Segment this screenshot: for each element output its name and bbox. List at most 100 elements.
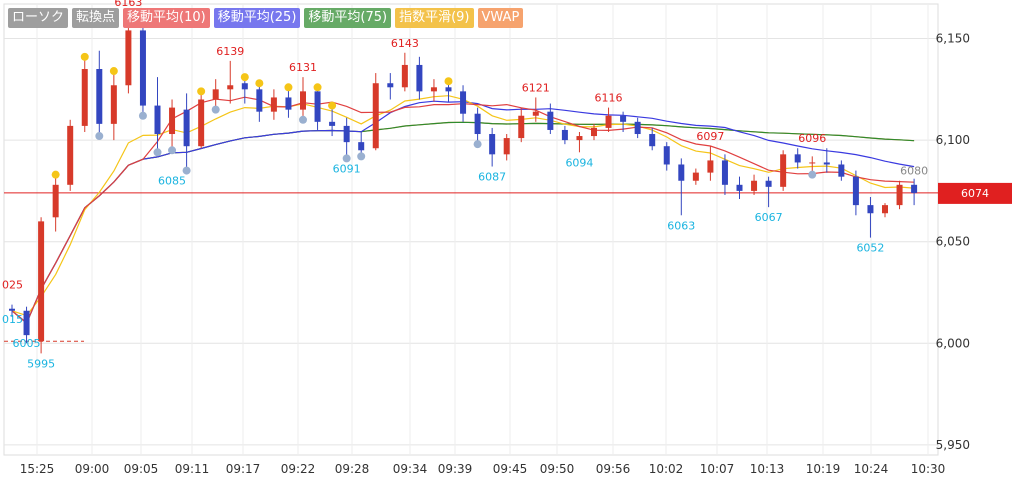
high-price-label: 6096 bbox=[798, 132, 826, 145]
low-price-label: 6087 bbox=[478, 171, 506, 184]
turning-point-dot bbox=[240, 73, 249, 82]
turning-points bbox=[51, 8, 817, 179]
candle-body bbox=[838, 164, 845, 177]
y-tick-label: 5,950 bbox=[936, 438, 970, 452]
candle-body bbox=[212, 89, 219, 100]
candle-body bbox=[780, 154, 787, 187]
candle-body bbox=[489, 134, 496, 155]
x-tick-label: 09:11 bbox=[175, 462, 210, 476]
candle-body bbox=[270, 97, 277, 112]
candle-body bbox=[256, 89, 263, 112]
turning-point-dot bbox=[299, 115, 307, 124]
candle-body bbox=[692, 172, 699, 181]
turning-point-dot bbox=[168, 146, 177, 155]
candle-body bbox=[416, 64, 423, 92]
legend-ma25[interactable]: 移動平均(25) bbox=[213, 8, 301, 28]
candle-body bbox=[518, 115, 525, 139]
x-tick-label: 10:24 bbox=[854, 462, 889, 476]
candle-body bbox=[721, 160, 728, 185]
indicator-lines bbox=[11, 95, 915, 324]
candle-body bbox=[343, 125, 350, 143]
candle-body bbox=[663, 146, 670, 165]
candle-body bbox=[503, 138, 510, 155]
candle-body bbox=[678, 164, 685, 181]
turning-point-dot bbox=[473, 140, 482, 149]
edge-price-label: 015 bbox=[2, 313, 23, 326]
high-price-label: 6143 bbox=[391, 37, 419, 50]
x-tick-label: 10:07 bbox=[700, 462, 735, 476]
legend-ma75[interactable]: 移動平均(75) bbox=[304, 8, 392, 28]
candle-body bbox=[139, 30, 146, 106]
x-tick-label: 09:50 bbox=[540, 462, 575, 476]
candle-body bbox=[474, 113, 481, 135]
candle-body bbox=[605, 115, 612, 128]
candle-body bbox=[649, 134, 656, 147]
legend-vwap[interactable]: VWAP bbox=[477, 8, 524, 28]
x-tick-label: 09:00 bbox=[75, 462, 110, 476]
x-tick-label: 10:19 bbox=[806, 462, 841, 476]
x-tick-label: 10:13 bbox=[750, 462, 785, 476]
turning-point-dot bbox=[255, 79, 264, 88]
low-price-label: 6085 bbox=[158, 175, 186, 188]
x-tick-label: 09:45 bbox=[493, 462, 528, 476]
turning-point-dot bbox=[109, 67, 118, 76]
turning-point-dot bbox=[808, 170, 817, 179]
turning-point-dot bbox=[51, 170, 60, 179]
high-price-label: 6139 bbox=[216, 45, 244, 58]
candle-body bbox=[561, 129, 568, 141]
x-tick-label: 09:34 bbox=[393, 462, 428, 476]
candle-body bbox=[430, 87, 437, 92]
candle-body bbox=[169, 107, 176, 135]
candle-body bbox=[867, 205, 874, 214]
current-price-tag-bg bbox=[938, 182, 1012, 204]
candle-body bbox=[314, 91, 321, 122]
high-price-label: 6131 bbox=[289, 61, 317, 74]
candle-body bbox=[809, 162, 816, 164]
edge-price-label: 025 bbox=[2, 278, 23, 291]
plot-frame bbox=[3, 3, 939, 456]
low-price-label: 6067 bbox=[755, 211, 783, 224]
candle-body bbox=[154, 105, 161, 135]
candle-body bbox=[52, 184, 59, 218]
candle-body bbox=[285, 97, 292, 110]
candle-body bbox=[372, 83, 379, 149]
candle-body bbox=[634, 121, 641, 135]
candle-body bbox=[241, 83, 248, 90]
turning-point-dot bbox=[328, 101, 337, 110]
x-tick-label: 09:05 bbox=[124, 462, 159, 476]
x-tick-label: 09:39 bbox=[438, 462, 473, 476]
turning-point-dot bbox=[80, 52, 89, 61]
candle-body bbox=[125, 30, 132, 86]
legend: ローソク 転換点 移動平均(10) 移動平均(25) 移動平均(75) 指数平滑… bbox=[8, 8, 524, 28]
y-tick-label: 6,000 bbox=[936, 336, 970, 350]
legend-ema9[interactable]: 指数平滑(9) bbox=[395, 8, 474, 28]
low-price-label: 6094 bbox=[565, 156, 593, 169]
y-axis: 6,150 6,100 6,050 6,000 5,950 bbox=[936, 32, 970, 452]
candle-body bbox=[620, 115, 627, 122]
candle-body bbox=[9, 308, 15, 311]
candle-body bbox=[823, 162, 830, 165]
candles bbox=[9, 12, 918, 354]
legend-ma10[interactable]: 移動平均(10) bbox=[123, 8, 210, 28]
candle-body bbox=[198, 99, 205, 147]
candle-body bbox=[547, 111, 554, 130]
x-tick-label: 15:25 bbox=[20, 462, 55, 476]
high-price-label: 6121 bbox=[522, 81, 550, 94]
legend-turning-point[interactable]: 転換点 bbox=[72, 8, 120, 28]
turning-point-dot bbox=[313, 83, 322, 92]
low-price-label: 6052 bbox=[856, 242, 884, 255]
turning-point-dot bbox=[138, 111, 147, 120]
candle-body bbox=[23, 310, 30, 336]
legend-candlestick[interactable]: ローソク bbox=[8, 8, 69, 28]
y-tick-label: 6,100 bbox=[936, 133, 970, 147]
candle-body bbox=[96, 69, 103, 124]
turning-point-dot bbox=[95, 132, 104, 141]
turning-point-dot bbox=[342, 154, 351, 163]
candle-body bbox=[852, 176, 859, 206]
x-tick-label: 09:56 bbox=[596, 462, 631, 476]
ma10-line bbox=[11, 96, 915, 324]
candle-body bbox=[81, 69, 88, 126]
current-price-tag: 6074 bbox=[938, 182, 1012, 204]
x-tick-label: 10:30 bbox=[911, 462, 946, 476]
